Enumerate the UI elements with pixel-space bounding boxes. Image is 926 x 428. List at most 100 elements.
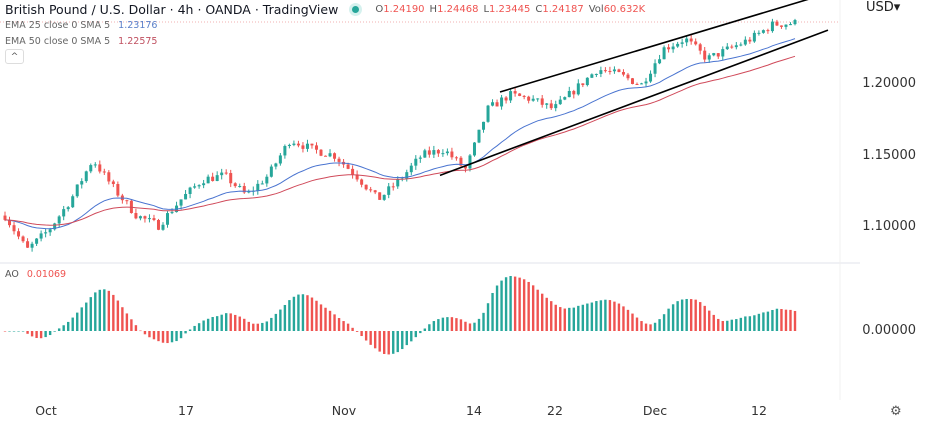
candle-body <box>66 207 70 210</box>
ao-bar <box>161 331 165 343</box>
ao-bar <box>622 306 625 331</box>
ao-bar <box>301 294 305 331</box>
candle <box>409 162 413 176</box>
ao-bar <box>107 290 111 331</box>
candle-body <box>102 171 106 173</box>
candle-body <box>540 98 544 105</box>
candle <box>364 184 368 191</box>
ao-bar <box>405 331 408 346</box>
candle-body <box>26 241 30 248</box>
date-tick: 12 <box>751 403 767 418</box>
candle-body <box>658 59 662 64</box>
candle <box>369 186 373 193</box>
candle <box>138 215 142 221</box>
ao-bar <box>495 285 499 331</box>
candle-body <box>694 41 698 45</box>
candle <box>197 184 201 189</box>
ao-bar <box>130 319 133 331</box>
candle <box>134 208 138 220</box>
ao-bar <box>468 323 472 331</box>
candle <box>545 102 549 109</box>
candle <box>71 194 75 209</box>
candle <box>468 153 472 172</box>
ao-bar <box>459 319 463 331</box>
ao-bar <box>256 323 259 331</box>
ao-bar <box>351 327 354 331</box>
ao-bar <box>324 307 327 331</box>
gear-icon[interactable]: ⚙ <box>890 404 902 419</box>
symbol-title[interactable]: British Pound / U.S. Dollar · 4h · OANDA… <box>5 2 339 17</box>
candle-body <box>44 232 48 234</box>
ema-lines <box>4 38 796 230</box>
candle-body <box>752 32 756 42</box>
candle-body <box>125 200 129 202</box>
ao-legend[interactable]: AO 0.01069 <box>5 269 66 280</box>
candle <box>360 178 364 188</box>
candle-body <box>612 69 616 72</box>
candle-body <box>504 97 508 101</box>
candle-body <box>220 172 224 176</box>
ao-bar <box>364 331 368 341</box>
ao-bar <box>649 324 652 331</box>
ao-bar <box>541 293 544 331</box>
candle <box>423 148 427 158</box>
candle <box>761 29 765 34</box>
candle <box>509 88 513 103</box>
ao-bar <box>662 314 666 331</box>
currency-selector[interactable]: USD▾ <box>866 0 901 15</box>
candle-body <box>594 73 598 75</box>
candle-body <box>3 215 7 220</box>
chevron-up-icon[interactable]: ^ <box>5 49 24 64</box>
ao-bar <box>717 318 720 331</box>
candle <box>694 38 698 46</box>
candle-body <box>319 149 323 156</box>
candle <box>292 140 296 147</box>
candle-body <box>116 184 120 196</box>
ema25-legend[interactable]: EMA 25 close 0 SMA 5 1.23176 <box>5 20 157 31</box>
candle-body <box>436 150 440 154</box>
ohlc-key: Vol <box>588 4 604 15</box>
ao-bar <box>94 292 97 331</box>
candle <box>441 149 445 157</box>
candle <box>698 42 702 55</box>
candle <box>676 41 680 48</box>
candle-body <box>310 143 314 146</box>
candle-body <box>603 70 607 72</box>
candle <box>617 68 621 73</box>
candle <box>788 22 792 26</box>
candle-body <box>531 98 535 101</box>
candle <box>486 104 490 123</box>
candle <box>540 95 544 108</box>
ema25-line <box>4 38 796 230</box>
candle-body <box>486 105 490 122</box>
ao-bar <box>689 299 693 331</box>
ao-bar <box>53 331 56 332</box>
ao-bar <box>626 309 630 331</box>
candle-body <box>599 70 603 74</box>
ao-bar <box>333 314 336 331</box>
ao-bar <box>676 301 679 331</box>
ao-bar <box>554 304 557 331</box>
candle-body <box>761 30 765 33</box>
ao-bar <box>473 322 476 331</box>
ao-bar <box>279 309 282 331</box>
candle-body <box>39 233 43 239</box>
ao-bar <box>522 279 526 331</box>
ema50-legend[interactable]: EMA 50 close 0 SMA 5 1.22575 <box>5 36 157 47</box>
candle <box>703 47 707 63</box>
candle-body <box>716 53 720 57</box>
candle-body <box>147 218 151 220</box>
candle <box>143 215 147 223</box>
ao-bar <box>292 296 296 331</box>
ao-bar <box>793 310 797 331</box>
ao-bar <box>423 328 427 331</box>
candle-body <box>644 81 648 84</box>
candle <box>215 171 219 182</box>
candle <box>563 96 567 101</box>
ao-bar <box>188 329 192 331</box>
ao-bar <box>762 312 765 331</box>
candle <box>608 66 612 75</box>
ao-bar <box>103 289 106 331</box>
candle-body <box>522 95 526 97</box>
